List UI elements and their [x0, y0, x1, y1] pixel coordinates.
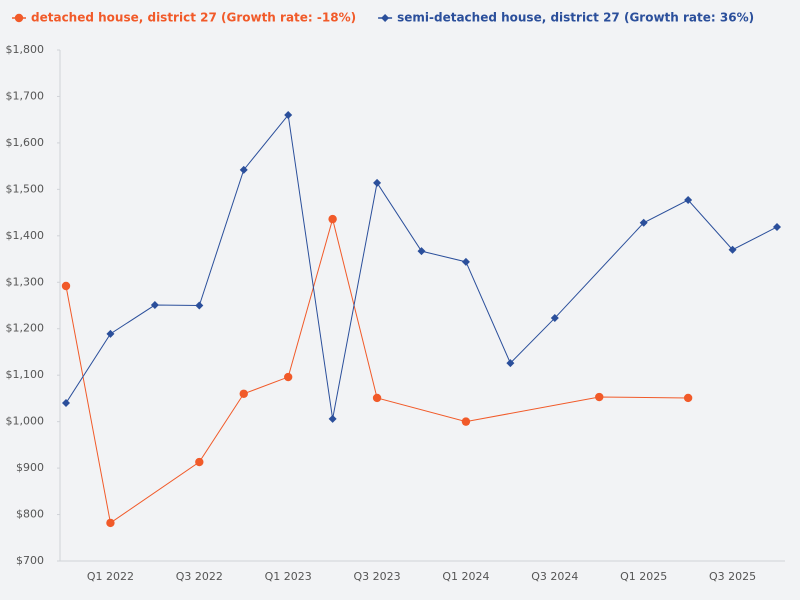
y-tick-label: $1,200 [6, 322, 45, 335]
y-tick-label: $1,000 [6, 415, 45, 428]
data-point [372, 393, 382, 403]
x-tick-label: Q3 2023 [353, 570, 400, 583]
x-tick-label: Q1 2022 [87, 570, 134, 583]
data-point [639, 218, 648, 227]
legend-text: detached house, district 27 (Growth rate… [31, 11, 356, 25]
data-point [195, 301, 204, 310]
legend-marker [14, 13, 24, 23]
data-point [106, 518, 115, 528]
data-point [195, 457, 204, 467]
data-point [328, 414, 337, 423]
data-point [506, 359, 515, 368]
x-tick-label: Q1 2025 [620, 570, 667, 583]
y-tick-label: $1,400 [6, 229, 45, 242]
data-point [461, 257, 470, 266]
y-tick-label: $1,300 [6, 275, 45, 288]
data-point [461, 417, 471, 426]
y-tick-label: $1,100 [6, 368, 45, 381]
x-tick-label: Q3 2024 [531, 570, 578, 583]
data-point [62, 399, 70, 408]
x-tick-label: Q1 2023 [265, 570, 312, 583]
x-tick-label: Q3 2025 [709, 570, 756, 583]
data-point [61, 281, 71, 291]
legend-item: detached house, district 27 (Growth rate… [12, 11, 356, 25]
data-point [328, 214, 337, 224]
y-tick-label: $800 [16, 508, 44, 521]
y-tick-label: $900 [16, 461, 44, 474]
data-point [283, 372, 293, 382]
data-point [683, 393, 693, 403]
data-point [239, 165, 248, 174]
legend-item: semi-detached house, district 27 (Growth… [378, 11, 754, 25]
data-point [106, 329, 115, 338]
y-tick-label: $700 [16, 554, 44, 567]
legend-text: semi-detached house, district 27 (Growth… [397, 11, 754, 25]
data-point [373, 178, 382, 187]
data-point [773, 222, 781, 231]
data-point [728, 245, 737, 254]
series-line [65, 113, 778, 419]
data-point [595, 392, 604, 402]
data-point [684, 196, 693, 205]
y-tick-label: $1,500 [6, 182, 45, 195]
data-point [417, 247, 426, 256]
data-point [284, 111, 293, 120]
x-tick-label: Q1 2024 [442, 570, 489, 583]
y-tick-label: $1,800 [6, 43, 45, 56]
y-tick-label: $1,700 [6, 89, 45, 102]
y-tick-label: $1,600 [6, 136, 45, 149]
data-point [239, 389, 248, 398]
series-line [65, 217, 689, 524]
data-point [150, 301, 159, 310]
legend-marker [381, 14, 390, 22]
data-point [550, 314, 559, 323]
x-tick-label: Q3 2022 [176, 570, 223, 583]
